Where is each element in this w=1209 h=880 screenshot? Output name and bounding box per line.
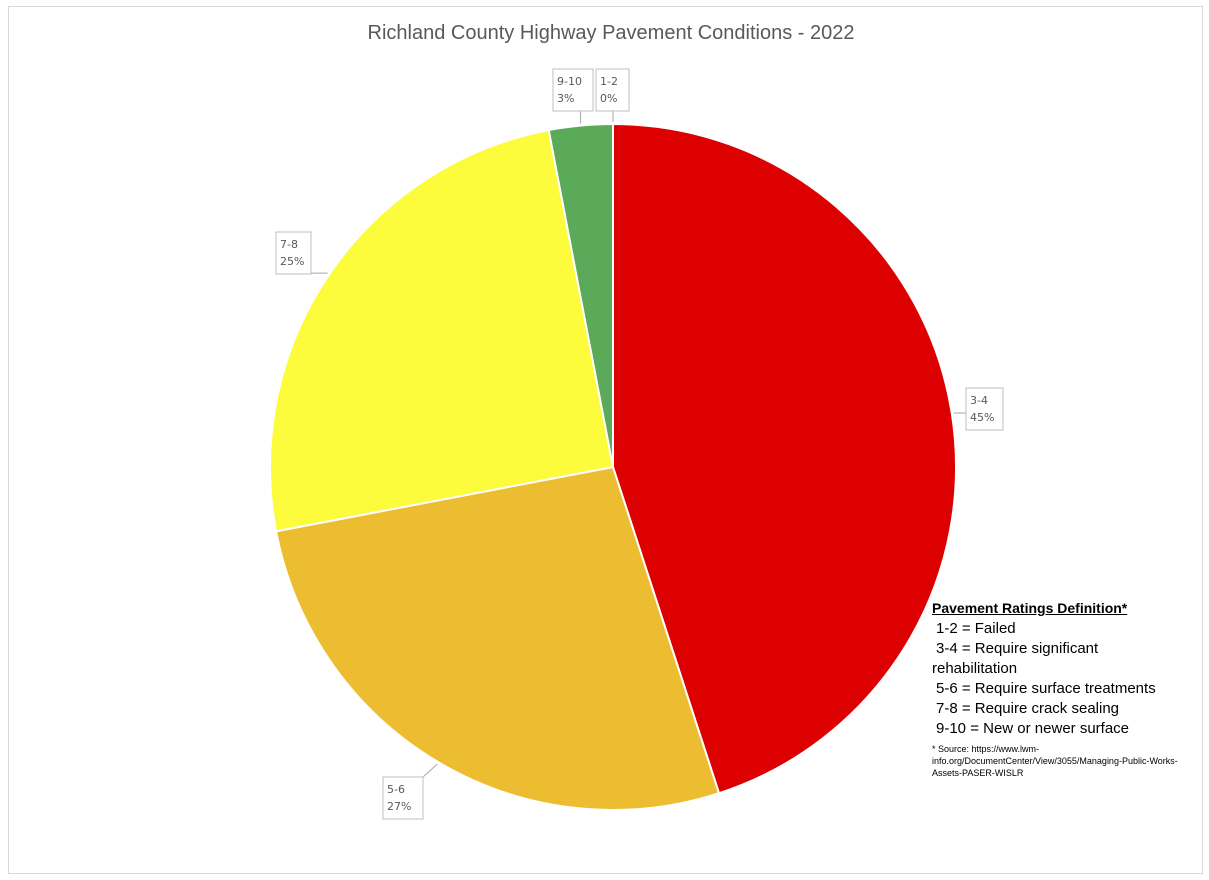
data-label-category-7-8: 7-8	[280, 238, 298, 251]
legend-heading: Pavement Ratings Definition*	[932, 600, 1128, 616]
data-label-category-3-4: 3-4	[970, 394, 988, 407]
pie-slice-5-6	[274, 465, 721, 811]
pie-slice-3-4	[612, 122, 957, 795]
pie-slice-9-10	[547, 122, 614, 468]
legend-row-7-8: 7-8 = Require crack sealing	[936, 700, 1120, 717]
data-label-box-7-8	[275, 231, 312, 275]
data-label-category-5-6: 5-6	[387, 783, 405, 796]
chart-title: Richland County Highway Pavement Conditi…	[367, 22, 855, 44]
legend-source-note: * Source: https://www.lwm-info.org/Docum…	[932, 744, 1178, 778]
data-label-box-9-10	[552, 68, 594, 112]
legend-row-3-4-cont: rehabilitation	[932, 660, 1018, 677]
data-label-box-5-6	[382, 776, 424, 820]
data-label-percent-5-6: 27%	[387, 800, 411, 813]
data-label-box-3-4	[965, 387, 1004, 431]
data-label-category-9-10: 9-10	[557, 75, 582, 88]
data-label-category-1-2: 1-2	[600, 75, 618, 88]
data-label-percent-7-8: 25%	[280, 255, 304, 268]
data-label-percent-3-4: 45%	[970, 411, 994, 424]
legend-row-5-6: 5-6 = Require surface treatments	[936, 680, 1156, 697]
legend-row-9-10: 9-10 = New or newer surface	[936, 720, 1130, 737]
legend-row-3-4: 3-4 = Require significant	[936, 640, 1099, 657]
data-label-box-1-2	[595, 68, 630, 112]
data-label-percent-9-10: 3%	[557, 92, 574, 105]
pie-slice-7-8	[269, 128, 615, 533]
ratings-legend: Pavement Ratings Definition* 1-2 = Faile…	[932, 600, 1207, 779]
legend-row-1-2: 1-2 = Failed	[936, 620, 1016, 637]
data-label-percent-1-2: 0%	[600, 92, 617, 105]
leader-line-5-6	[422, 763, 438, 778]
